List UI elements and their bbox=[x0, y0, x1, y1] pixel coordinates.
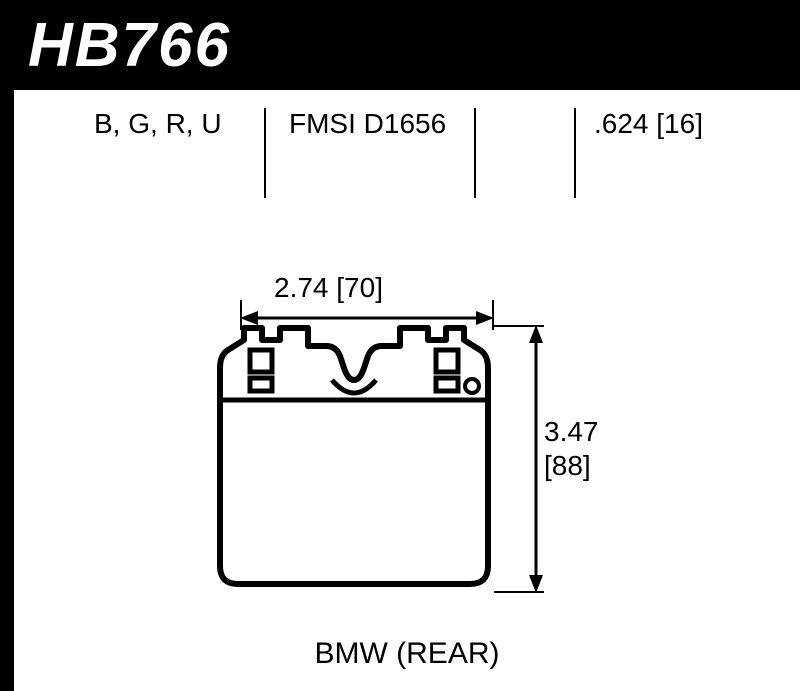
height-value-mm: [88] bbox=[544, 450, 591, 481]
info-row: B, G, R, U FMSI D1656 .624 [16] bbox=[14, 108, 800, 198]
header-bar: HB766 bbox=[0, 0, 800, 90]
left-side-border bbox=[0, 90, 14, 691]
height-value-in: 3.47 bbox=[544, 416, 599, 447]
divider-3 bbox=[574, 108, 576, 198]
divider-2 bbox=[474, 108, 476, 198]
fmsi-value: FMSI D1656 bbox=[289, 108, 446, 140]
brake-pad-outline bbox=[214, 280, 494, 590]
part-number-title: HB766 bbox=[28, 10, 231, 81]
height-dimension-label: 3.47 [88] bbox=[544, 415, 599, 482]
thickness-value: .624 [16] bbox=[594, 108, 703, 140]
divider-1 bbox=[264, 108, 266, 198]
diagram-area: 2.74 [70] 3.47 [88] bbox=[14, 240, 800, 691]
compounds-value: B, G, R, U bbox=[94, 108, 222, 140]
height-dimension-arrows bbox=[526, 325, 546, 593]
ext-line-right-bottom bbox=[494, 591, 544, 593]
diagram-caption: BMW (REAR) bbox=[14, 637, 800, 671]
content-area: B, G, R, U FMSI D1656 .624 [16] 2.74 [70… bbox=[0, 90, 800, 691]
ext-line-right-top bbox=[494, 325, 544, 327]
